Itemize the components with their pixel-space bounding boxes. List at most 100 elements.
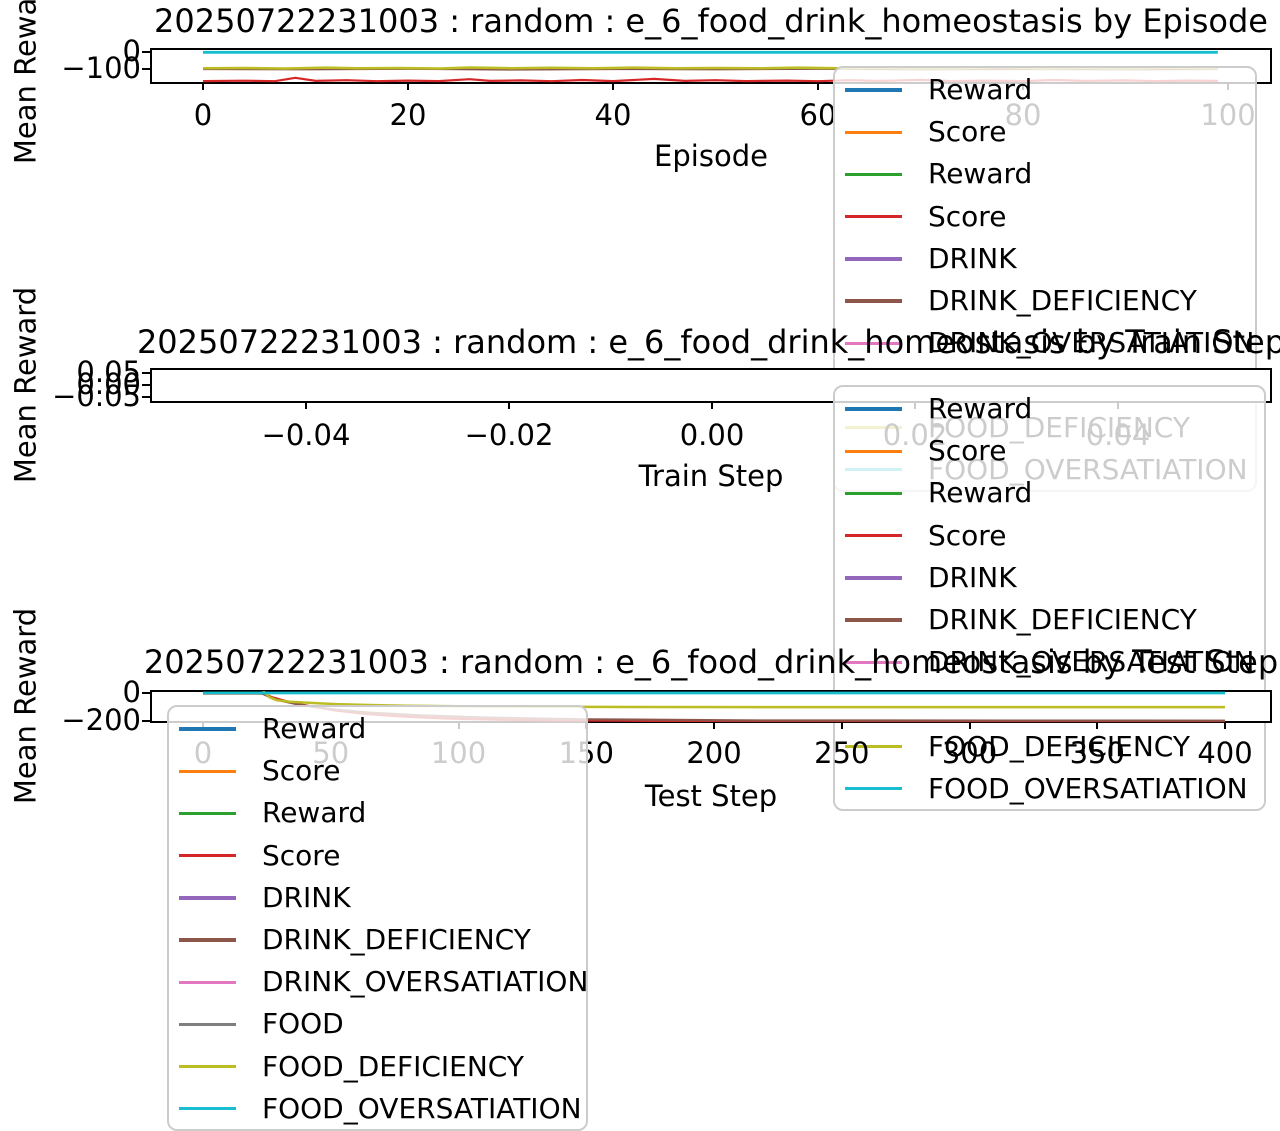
legend-entry: DRINK (179, 877, 586, 919)
legend-line-sample (179, 1022, 236, 1027)
legend-entry: DRINK (845, 557, 1264, 599)
x-tick-label: −0.04 (261, 418, 351, 452)
x-tick-mark (968, 723, 971, 729)
legend-line-sample (845, 88, 902, 92)
chart-test-step-xlabel: Test Step (644, 779, 778, 813)
chart-test-step-title: 20250722231003 : random : e_6_food_drink… (143, 643, 1279, 681)
legend-line-sample (845, 744, 902, 749)
legend-entry: DRINK_OVERSATIATION (845, 322, 1255, 364)
legend-entry-label: Reward (262, 712, 367, 746)
y-tick-label: 0.05 (76, 355, 141, 389)
y-tick-label: 0 (122, 34, 141, 68)
legend-entry-label: FOOD_DEFICIENCY (928, 729, 1190, 763)
legend-entry: Score (845, 196, 1255, 238)
legend-line-sample (845, 257, 902, 261)
legend-entry: Reward (845, 153, 1255, 195)
chart-episode-xlabel: Episode (654, 139, 768, 173)
legend-entry: DRINK_DEFICIENCY (845, 599, 1264, 641)
y-tick-mark (142, 51, 150, 53)
legend-entry-label: FOOD_OVERSATIATION (262, 1091, 582, 1125)
y-tick-mark (142, 372, 150, 374)
x-tick-mark (713, 723, 715, 729)
x-tick-mark (305, 403, 307, 409)
legend-entry-label: DRINK_OVERSATIATION (928, 326, 1255, 360)
legend-line-sample (179, 1064, 236, 1069)
legend-entry-label: Score (262, 754, 341, 788)
legend-entry-label: Score (928, 434, 1007, 468)
y-tick-label: −200 (61, 703, 141, 737)
legend-entry: FOOD_OVERSATIATION (179, 1088, 586, 1130)
legend-line-sample (179, 811, 236, 816)
legend-line-sample (845, 214, 902, 219)
legend-entry-label: FOOD_DEFICIENCY (262, 1049, 524, 1083)
x-tick-label: 40 (594, 98, 632, 132)
legend-train-step: Reward Score Reward Score DRINK DRINK_DEFICIE… (833, 385, 1266, 811)
legend-entry-label: DRINK_DEFICIENCY (928, 603, 1197, 637)
x-tick-mark (840, 723, 843, 729)
legend-line-sample (845, 660, 902, 664)
x-tick-mark (1096, 723, 1099, 729)
legend-line-sample (845, 299, 902, 303)
x-tick-label: 250 (814, 736, 870, 770)
matplotlib-figure: { "figure": {"background": "#ffffff"}, "… (8, 0, 1280, 1131)
legend-line-sample (179, 980, 236, 984)
legend-line-sample (179, 727, 236, 731)
legend-entry: FOOD (179, 1003, 586, 1045)
legend-entry: Reward (845, 69, 1255, 111)
legend-line-sample (179, 769, 236, 773)
legend-entry-label: Reward (928, 157, 1033, 191)
x-tick-label: 350 (1069, 736, 1125, 770)
legend-entry-label: DRINK (262, 880, 351, 914)
chart-episode-title: 20250722231003 : random : e_6_food_drink… (154, 2, 1268, 40)
legend-entry-label: Score (928, 115, 1007, 149)
legend-entry-label: FOOD (262, 1007, 344, 1041)
x-tick-label: 0.00 (679, 418, 745, 452)
legend-entry-label: Score (928, 518, 1007, 552)
x-tick-label: 60 (799, 98, 837, 132)
legend-entry: Score (845, 515, 1264, 557)
legend-line-sample (179, 853, 236, 858)
y-tick-mark (142, 720, 150, 722)
x-tick-label: 200 (686, 736, 742, 770)
legend-line-sample (845, 787, 902, 791)
legend-entry: Score (179, 835, 586, 877)
legend-entry-label: DRINK_OVERSATIATION (928, 645, 1255, 679)
y-tick-mark (142, 396, 150, 398)
legend-entry-label: Score (262, 838, 341, 872)
y-tick-label: 0 (122, 675, 141, 709)
legend-entry: Reward (845, 472, 1264, 514)
legend-entry: Score (179, 750, 586, 792)
legend-entry-label: Score (928, 199, 1007, 233)
x-tick-mark (202, 84, 204, 90)
legend-line-sample (179, 896, 236, 900)
legend-entry: FOOD_DEFICIENCY (845, 726, 1264, 768)
legend-entry: DRINK (845, 238, 1255, 280)
legend-entry-label: DRINK (928, 560, 1017, 594)
legend-line-sample (845, 407, 902, 411)
x-tick-mark (612, 84, 614, 90)
legend-entry-label: DRINK_OVERSATIATION (262, 965, 589, 999)
legend-entry: Reward (179, 708, 586, 750)
x-tick-label: 20 (389, 98, 427, 132)
x-tick-label: 400 (1197, 736, 1253, 770)
y-tick-label: −100 (61, 51, 141, 85)
legend-entry: DRINK_DEFICIENCY (179, 919, 586, 961)
y-tick-label: −0.05 (52, 379, 141, 413)
legend-entry: Reward (845, 388, 1264, 430)
legend-entry-label: Reward (928, 476, 1033, 510)
legend-entry-label: DRINK (928, 241, 1017, 275)
legend-entry: Reward (179, 792, 586, 834)
legend-entry: FOOD_DEFICIENCY (179, 1046, 586, 1088)
x-tick-label: 0 (193, 98, 213, 132)
legend-line-sample (179, 1107, 236, 1111)
legend-line-sample (845, 130, 902, 134)
legend-entry-label: FOOD_OVERSATIATION (928, 771, 1248, 805)
y-tick-mark (142, 68, 150, 70)
legend-test-step: Reward Score Reward Score DRINK DRINK_DEFICIE… (167, 705, 588, 1131)
y-tick-label: 0.00 (76, 367, 141, 401)
legend-line-sample (845, 172, 902, 177)
x-tick-label: 300 (941, 736, 998, 770)
legend-entry: Score (845, 111, 1255, 153)
legend-entry: Score (845, 430, 1264, 472)
legend-line-sample (845, 449, 902, 453)
